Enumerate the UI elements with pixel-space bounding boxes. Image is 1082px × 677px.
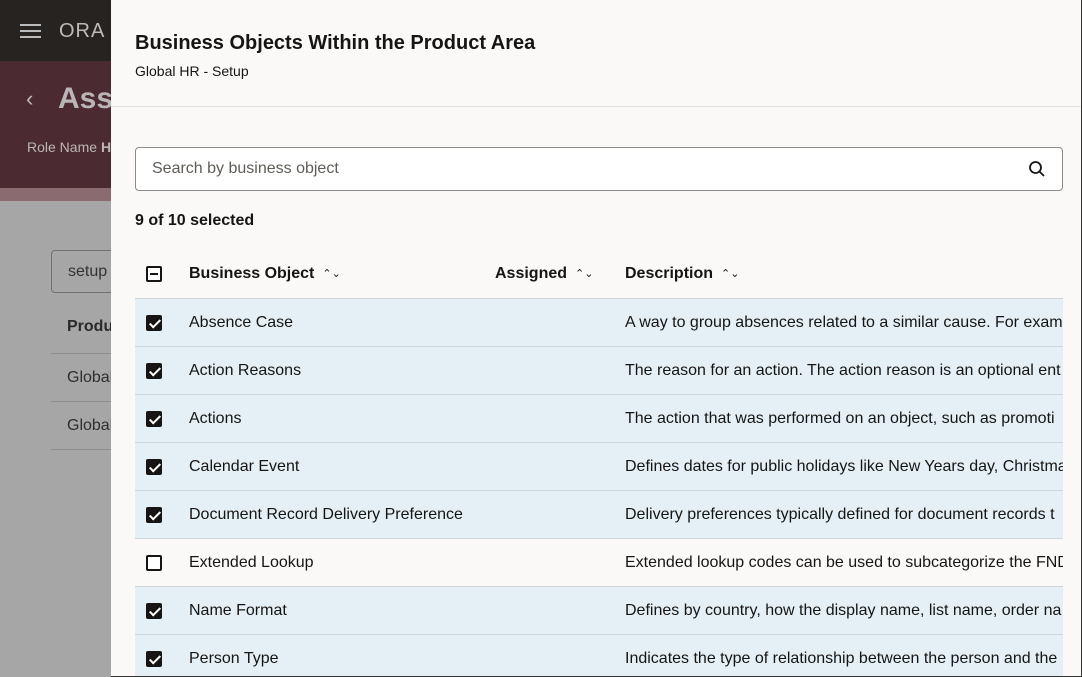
row-checkbox[interactable] [146, 602, 162, 619]
role-name: Role Name H [27, 139, 111, 155]
column-header-description[interactable]: Description ⌃⌄ [625, 265, 1063, 283]
oracle-logo: ORA [59, 20, 106, 42]
row-checkbox[interactable] [146, 506, 162, 523]
search-input[interactable] [152, 160, 1028, 178]
table-row[interactable]: Document Record Delivery Preference Deli… [135, 491, 1063, 539]
table-row[interactable]: Calendar Event Defines dates for public … [135, 443, 1063, 491]
background-column-header: Produ [67, 318, 114, 335]
row-checkbox[interactable] [146, 458, 162, 475]
drawer-subtitle: Global HR - Setup [135, 63, 249, 79]
divider [51, 401, 111, 402]
banner-decoration [0, 188, 111, 202]
drawer-title: Business Objects Within the Product Area [135, 32, 536, 54]
table-row[interactable]: Actions The action that was performed on… [135, 395, 1063, 443]
business-object-name: Extended Lookup [189, 553, 314, 571]
table-row[interactable]: Person Type Indicates the type of relati… [135, 635, 1063, 676]
business-object-name: Absence Case [189, 313, 294, 331]
business-objects-table: Business Object ⌃⌄ Assigned ⌃⌄ Description… [135, 250, 1063, 676]
table-row[interactable]: Absence Case A way to group absences rel… [135, 299, 1063, 347]
business-object-description: The action that was performed on an obje… [625, 409, 1055, 427]
business-object-name: Action Reasons [189, 361, 302, 379]
business-object-name: Person Type [189, 649, 279, 667]
background-row[interactable]: Global [67, 369, 114, 386]
role-value: H [101, 139, 112, 155]
business-object-name: Calendar Event [189, 457, 300, 475]
role-label: Role Name [27, 139, 98, 155]
business-object-description: Extended lookup codes can be used to sub… [625, 553, 1063, 571]
table-row[interactable]: Action Reasons The reason for an action.… [135, 347, 1063, 395]
business-object-description: Indicates the type of relationship betwe… [625, 649, 1058, 667]
table-row[interactable]: Name Format Defines by country, how the … [135, 587, 1063, 635]
app-header [0, 0, 111, 61]
drawer-header: Business Objects Within the Product Area… [111, 0, 1081, 107]
page-title: Assi [58, 82, 122, 115]
sort-icon[interactable]: ⌃⌄ [721, 268, 740, 280]
row-checkbox[interactable] [146, 362, 162, 379]
hamburger-menu-icon[interactable] [20, 24, 41, 38]
column-label: Assigned [495, 265, 568, 282]
column-header-assigned[interactable]: Assigned ⌃⌄ [495, 265, 593, 283]
business-object-name: Actions [189, 409, 242, 427]
selection-count: 9 of 10 selected [135, 212, 255, 229]
back-icon[interactable]: ‹ [26, 86, 34, 111]
column-header-business-object[interactable]: Business Object ⌃⌄ [189, 265, 341, 283]
search-field[interactable] [135, 147, 1063, 191]
page-content-dimmed [0, 201, 111, 677]
business-object-description: A way to group absences related to a sim… [625, 313, 1063, 331]
background-row[interactable]: Global [67, 417, 114, 434]
search-icon[interactable] [1028, 160, 1046, 178]
column-label: Business Object [189, 265, 315, 282]
business-object-description: Delivery preferences typically defined f… [625, 505, 1055, 523]
table-row[interactable]: Extended Lookup Extended lookup codes ca… [135, 539, 1063, 587]
select-all-checkbox[interactable] [146, 266, 162, 282]
row-checkbox[interactable] [146, 650, 162, 667]
page-banner [0, 61, 111, 201]
divider [51, 353, 111, 354]
row-checkbox[interactable] [146, 314, 162, 331]
divider [51, 449, 111, 450]
business-object-description: Defines by country, how the display name… [625, 601, 1062, 619]
sort-icon[interactable]: ⌃⌄ [322, 268, 341, 280]
sort-icon[interactable]: ⌃⌄ [575, 268, 594, 280]
business-object-description: Defines dates for public holidays like N… [625, 457, 1063, 475]
column-label: Description [625, 265, 714, 282]
table-header: Business Object ⌃⌄ Assigned ⌃⌄ Description… [135, 250, 1063, 299]
business-object-name: Document Record Delivery Preference [189, 505, 463, 523]
business-object-description: The reason for an action. The action rea… [625, 361, 1061, 379]
business-objects-drawer: Business Objects Within the Product Area… [111, 0, 1082, 677]
business-object-name: Name Format [189, 601, 287, 619]
row-checkbox[interactable] [146, 554, 162, 571]
row-checkbox[interactable] [146, 410, 162, 427]
